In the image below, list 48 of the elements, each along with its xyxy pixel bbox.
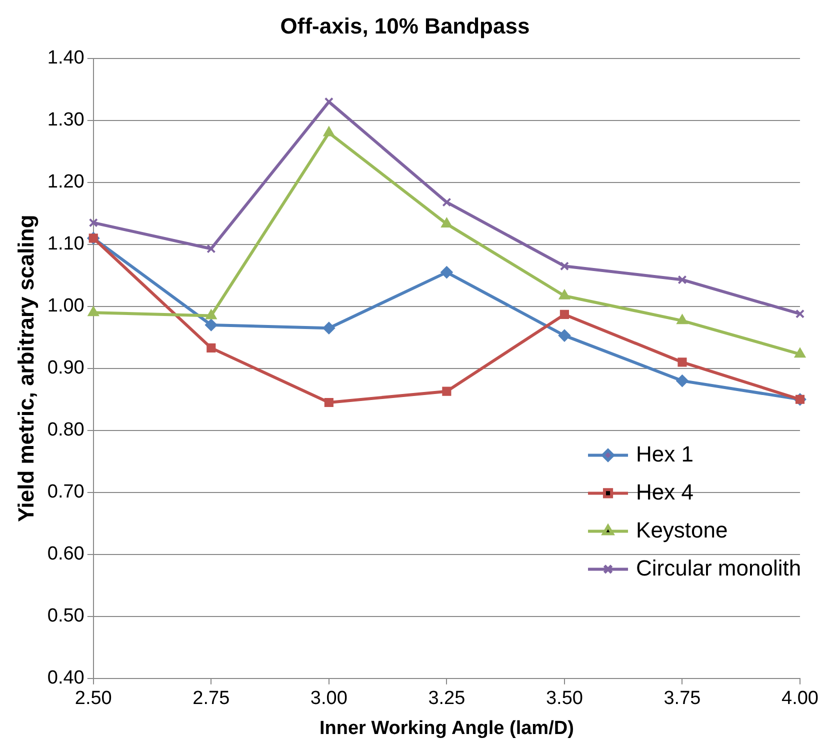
point [559, 290, 570, 300]
legend-label: Hex 4 [636, 479, 694, 504]
y-tick-label: 0.70 [47, 482, 84, 503]
point [558, 330, 570, 342]
point [560, 262, 569, 271]
point [324, 398, 334, 408]
legend-label: Hex 1 [636, 441, 694, 466]
point [206, 310, 216, 320]
x-axis-title: Inner Working Angle (lam/D) [319, 718, 574, 739]
y-tick-label: 0.40 [47, 668, 84, 689]
y-tick-label: 1.20 [47, 172, 84, 193]
y-tick-label: 0.80 [47, 420, 84, 441]
point [442, 386, 452, 396]
point [440, 266, 453, 278]
y-tick-label: 0.50 [47, 606, 84, 627]
point [795, 309, 805, 318]
point [560, 310, 569, 319]
point [205, 319, 218, 331]
y-tick-label: 0.90 [47, 358, 84, 379]
y-tick-label: 1.40 [47, 48, 84, 69]
point [324, 126, 334, 136]
legend-label: Keystone [636, 517, 728, 542]
legend-label: Circular monolith [636, 555, 802, 580]
point [322, 322, 335, 334]
point [441, 218, 452, 228]
x-tick-label: 2.50 [74, 688, 112, 710]
x-tick-label: 3.00 [310, 688, 348, 710]
x-tick-label: 2.75 [192, 688, 230, 710]
chart-title: Off-axis, 10% Bandpass [280, 13, 530, 38]
y-tick-label: 1.30 [47, 110, 84, 131]
point [676, 374, 688, 387]
point [88, 218, 98, 228]
point [206, 244, 216, 254]
y-axis-title: Yield metric, arbitrary scaling [13, 214, 38, 522]
point [794, 348, 806, 358]
y-tick-label: 0.60 [47, 544, 84, 565]
x-tick-label: 3.75 [664, 688, 701, 710]
point [206, 343, 216, 352]
point [442, 198, 452, 207]
point [678, 358, 687, 367]
point [676, 314, 688, 324]
point [324, 97, 334, 106]
x-tick-label: 3.25 [428, 688, 466, 710]
x-tick-label: 4.00 [782, 688, 818, 710]
point [678, 275, 687, 284]
y-tick-label: 1.10 [47, 234, 84, 255]
y-tick-label: 1.00 [47, 296, 84, 317]
x-tick-label: 3.50 [546, 688, 583, 710]
